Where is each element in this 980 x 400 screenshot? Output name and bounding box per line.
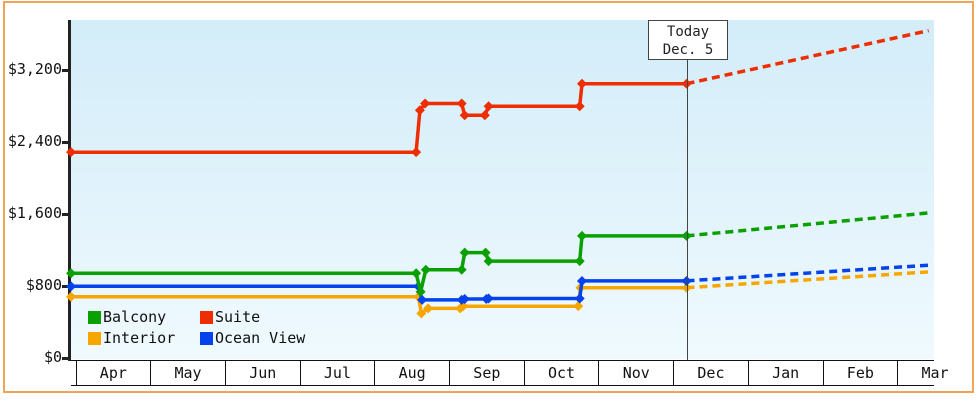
- y-tick: [62, 284, 69, 288]
- today-box: Today Dec. 5: [648, 20, 728, 60]
- month-cell-dec: Dec: [673, 361, 748, 385]
- y-axis-label: $2,400: [7, 132, 62, 151]
- y-axis-label: $3,200: [7, 60, 62, 79]
- legend: Balcony Suite Interior Ocean View: [88, 310, 312, 352]
- legend-label: Balcony: [103, 308, 167, 326]
- month-cell-sep: Sep: [449, 361, 524, 385]
- today-date: Dec. 5: [662, 42, 714, 58]
- month-cell-aug: Aug: [374, 361, 449, 385]
- y-axis-label: $1,600: [7, 204, 62, 223]
- month-cell-may: May: [150, 361, 225, 385]
- month-cell-feb: Feb: [822, 361, 898, 385]
- legend-swatch-interior: [88, 332, 101, 345]
- legend-item-balcony: Balcony: [88, 310, 200, 325]
- y-axis-label: $0: [43, 348, 62, 367]
- legend-item-suite: Suite: [200, 310, 312, 325]
- window-frame: [3, 1, 974, 393]
- legend-swatch-ocean-view: [200, 332, 213, 345]
- month-axis: Apr May Jun Jul Aug Sep Oct Nov Dec Jan Feb Mar: [71, 360, 949, 386]
- legend-item-ocean-view: Ocean View: [200, 331, 312, 346]
- month-cell-jun: Jun: [224, 361, 300, 385]
- legend-label: Ocean View: [215, 329, 306, 347]
- month-cell-apr: Apr: [75, 361, 151, 385]
- legend-item-interior: Interior: [88, 331, 200, 346]
- legend-label: Interior: [103, 329, 176, 347]
- month-cell-mar: Mar: [897, 361, 972, 385]
- legend-swatch-suite: [200, 311, 213, 324]
- y-axis-label: $800: [25, 276, 62, 295]
- legend-swatch-balcony: [88, 311, 101, 324]
- y-tick: [62, 140, 69, 144]
- month-cell-oct: Oct: [523, 361, 599, 385]
- y-tick: [62, 212, 69, 216]
- month-cell-jul: Jul: [299, 361, 375, 385]
- today-line: [687, 59, 688, 361]
- today-label: Today: [666, 24, 710, 40]
- legend-label: Suite: [215, 308, 261, 326]
- month-cell-nov: Nov: [598, 361, 673, 385]
- y-tick: [62, 356, 69, 360]
- month-cell-jan: Jan: [747, 361, 823, 385]
- y-tick: [62, 68, 69, 72]
- y-axis-line: [68, 20, 71, 361]
